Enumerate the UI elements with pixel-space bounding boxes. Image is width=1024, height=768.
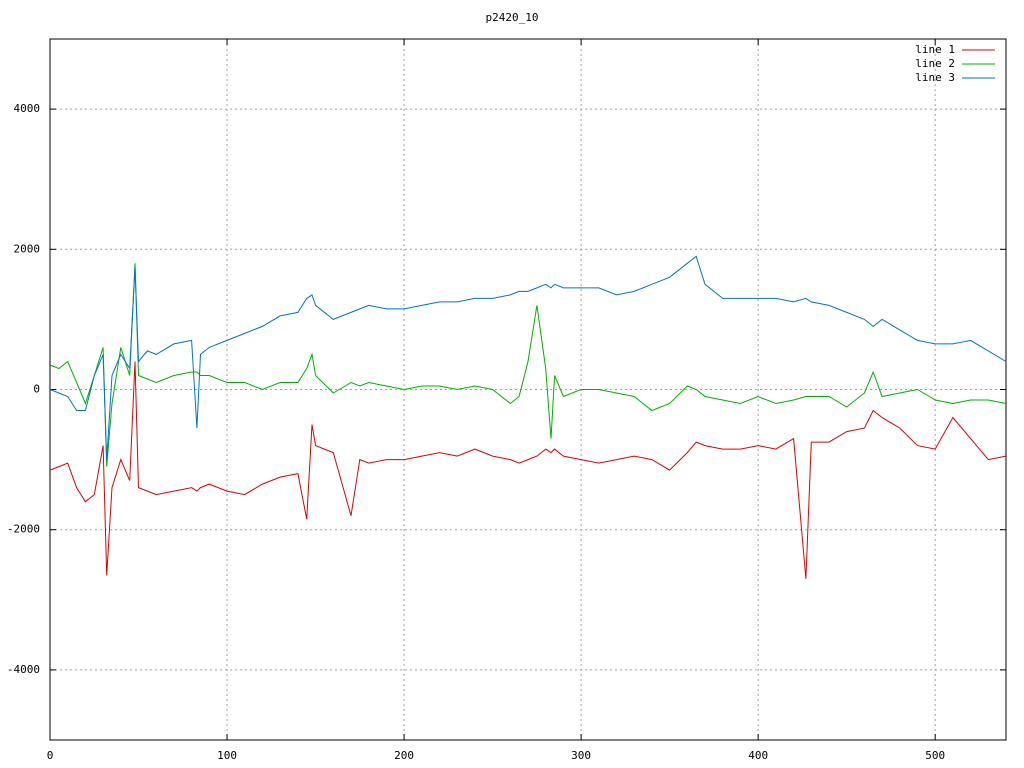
x-tick-label: 200	[394, 749, 414, 762]
series-line	[49, 263, 1007, 467]
x-tick-label: 300	[571, 749, 591, 762]
y-tick-label: -4000	[7, 663, 40, 676]
x-tick-label: 500	[925, 749, 945, 762]
series-line	[49, 361, 1007, 579]
y-tick-label: -2000	[7, 523, 40, 536]
series-line	[49, 255, 1007, 460]
chart-title: p2420_10	[486, 11, 539, 24]
y-tick-label: 0	[33, 383, 40, 396]
legend-label: line 1	[915, 43, 955, 56]
legend-label: line 3	[915, 71, 955, 84]
legend-label: line 2	[915, 57, 955, 70]
plot-border	[49, 38, 1007, 741]
x-tick-label: 100	[217, 749, 237, 762]
x-tick-label: 0	[47, 749, 54, 762]
x-tick-label: 400	[748, 749, 768, 762]
y-tick-label: 2000	[14, 242, 41, 255]
y-tick-label: 4000	[14, 102, 41, 115]
